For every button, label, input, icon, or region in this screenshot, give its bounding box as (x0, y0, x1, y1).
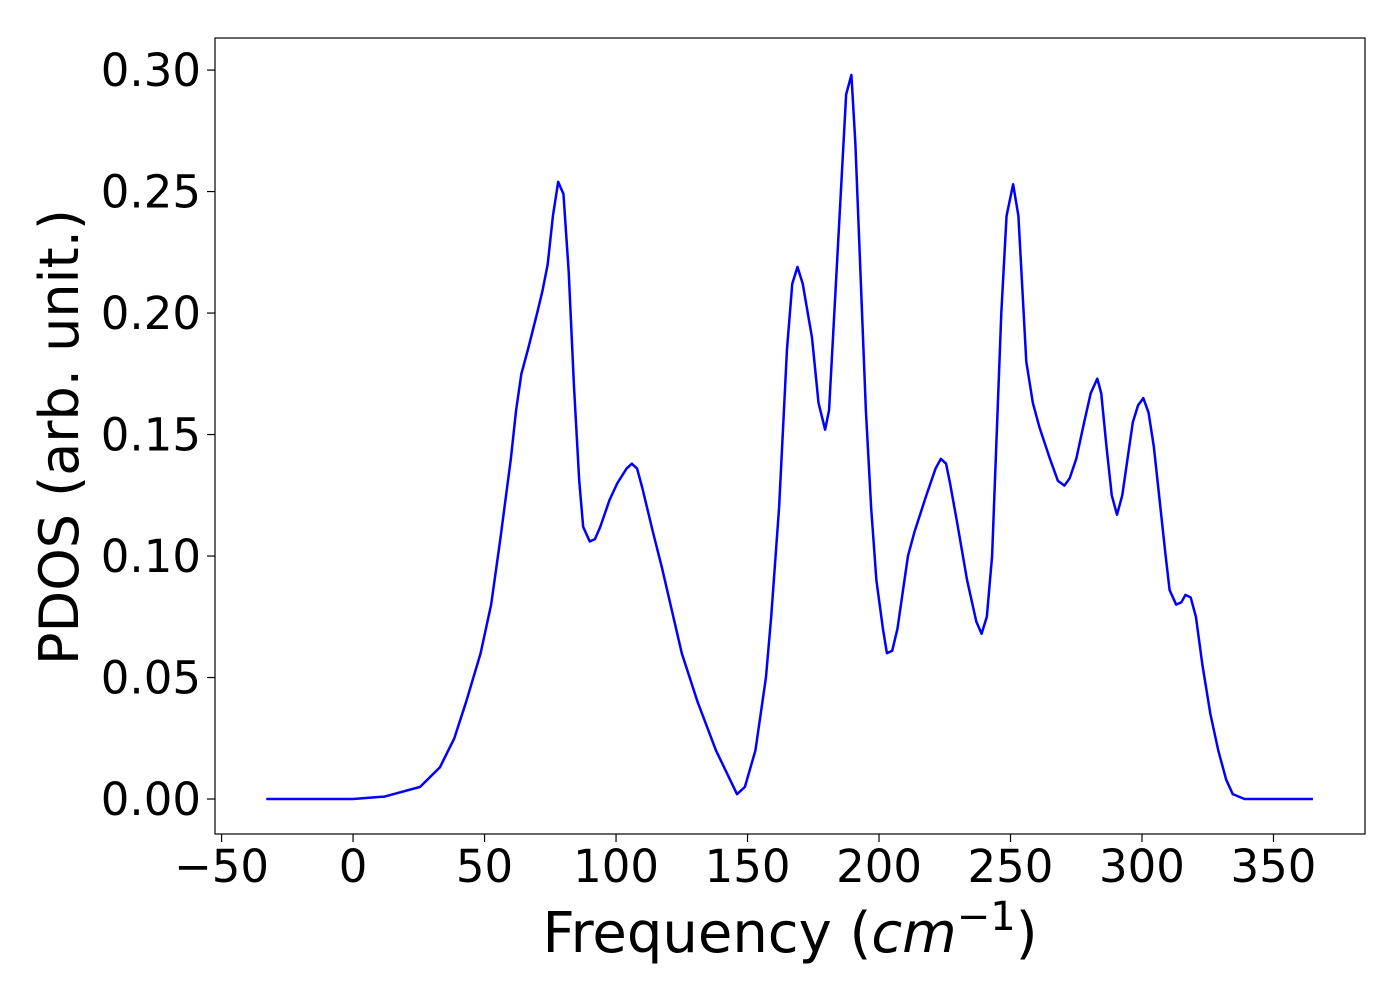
x-tick-label: 250 (968, 840, 1054, 893)
y-tick-label: 0.20 (101, 287, 201, 340)
y-tick-label: 0.05 (101, 652, 201, 705)
pdos-line (266, 73, 1313, 801)
x-label-close: ) (1016, 901, 1038, 966)
y-tick-label: 0.30 (101, 44, 201, 97)
plot-frame (214, 37, 1366, 835)
x-label-unit: cm (871, 901, 956, 966)
x-label-text: Frequency ( (542, 901, 871, 966)
x-tick-label: 150 (705, 840, 791, 893)
x-tick-label: −50 (174, 840, 269, 893)
x-axis-label: Frequency (cm−1) (542, 894, 1037, 966)
x-tick-label: 50 (456, 840, 513, 893)
x-tick-label: 0 (339, 840, 368, 893)
x-tick-label: 100 (573, 840, 659, 893)
x-label-exponent: −1 (957, 894, 1016, 940)
x-tick-label: 200 (836, 840, 922, 893)
y-tick-label: 0.10 (101, 530, 201, 583)
y-axis-label: PDOS (arb. unit.) (28, 209, 91, 665)
y-tick-label: 0.00 (101, 773, 201, 826)
y-tick-label: 0.15 (101, 409, 201, 462)
x-tick-label: 300 (1099, 840, 1185, 893)
x-tick-label: 350 (1231, 840, 1317, 893)
y-tick-label: 0.25 (101, 166, 201, 219)
